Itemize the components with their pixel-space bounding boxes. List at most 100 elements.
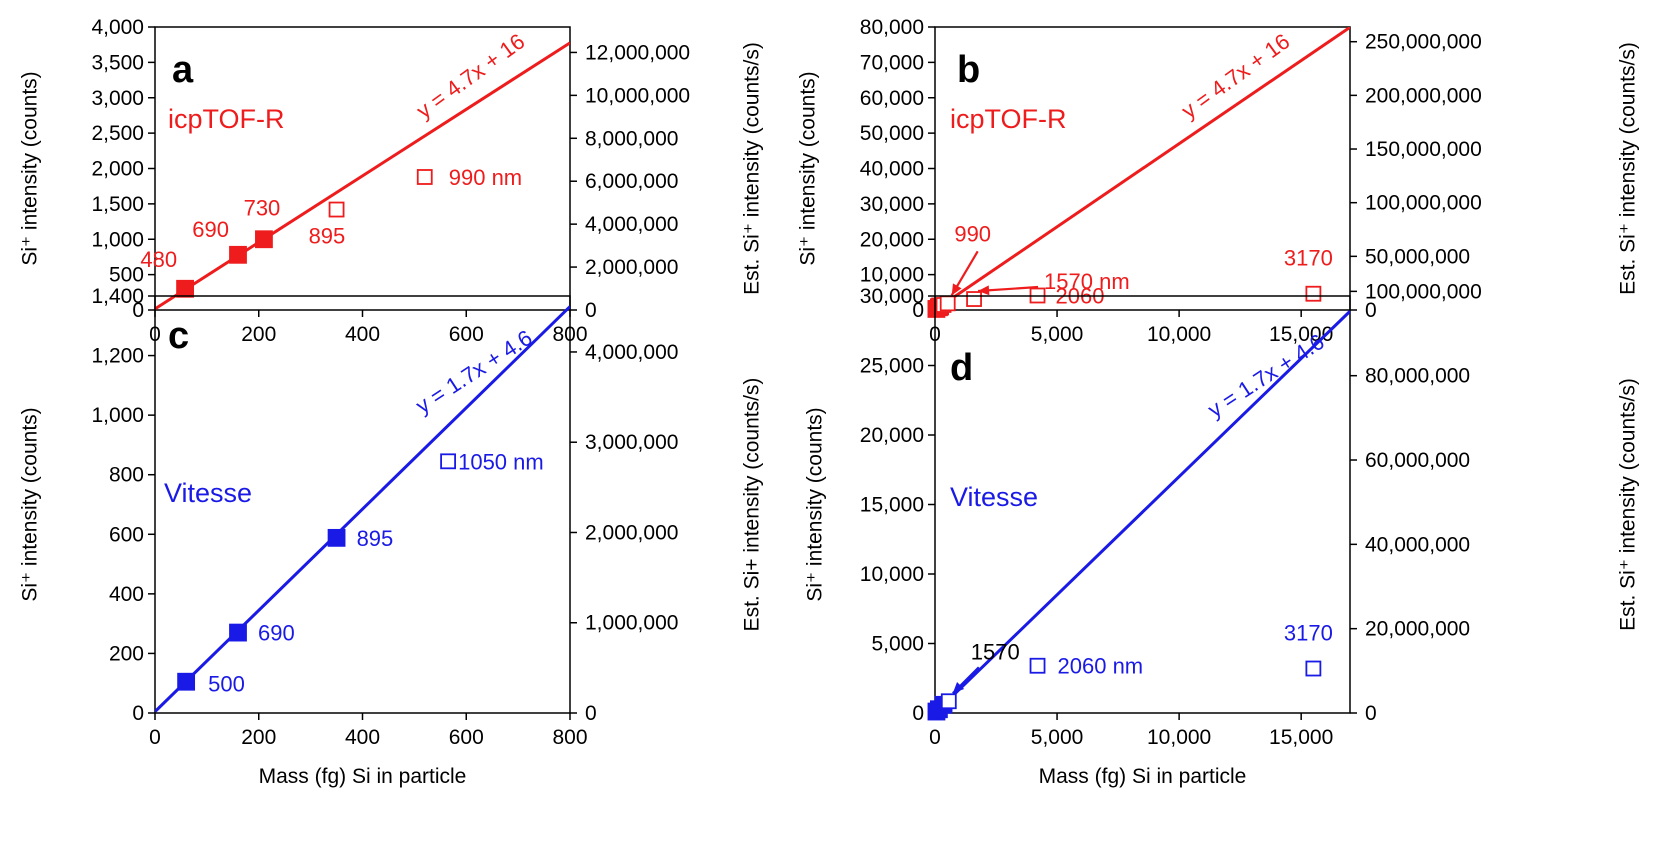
y2-tick-label: 150,000,000	[1365, 138, 1482, 161]
panel-letter: b	[957, 49, 980, 91]
y2-tick-label: 10,000,000	[585, 84, 690, 107]
y2-tick-label: 3,000,000	[585, 431, 678, 454]
point-label: 990 nm	[449, 165, 522, 190]
data-point-open	[940, 693, 957, 710]
y-tick-label: 600	[109, 523, 144, 546]
y-tick-label: 30,000	[860, 285, 924, 308]
x-tick-label: 15,000	[1269, 726, 1333, 749]
data-point-open	[416, 169, 433, 185]
x-axis-label: Mass (fg) Si in particle	[259, 765, 467, 788]
y2-tick-label: 200,000,000	[1365, 84, 1482, 107]
fit-line	[155, 41, 570, 310]
y-tick-label: 10,000	[860, 563, 924, 586]
y-tick-label: 0	[132, 702, 144, 725]
y-axis-label: Si⁺ intensity (counts)	[19, 407, 42, 601]
y-tick-label: 3,500	[91, 51, 144, 74]
data-point-open	[1305, 285, 1322, 302]
x-tick-label: 400	[345, 726, 380, 749]
y-tick-label: 500	[109, 264, 144, 287]
y-axis-label: Si⁺ intensity (counts)	[797, 71, 820, 265]
y-tick-label: 40,000	[860, 158, 924, 181]
data-point-filled	[177, 672, 196, 691]
y-tick-label: 0	[132, 299, 144, 322]
annotation-arrowhead	[978, 285, 990, 296]
instrument-name: icpTOF-R	[168, 104, 285, 134]
point-label: 3170	[1284, 246, 1333, 271]
y2-tick-label: 40,000,000	[1365, 533, 1470, 556]
x-tick-label: 200	[241, 726, 276, 749]
data-point-filled	[255, 230, 273, 249]
fit-line	[935, 310, 1350, 713]
y2-tick-label: 2,000,000	[585, 521, 678, 544]
data-point-filled	[229, 623, 247, 642]
y2-tick-label: 0	[1365, 702, 1377, 725]
x-tick-label: 200	[241, 323, 276, 346]
y-tick-label: 70,000	[860, 51, 924, 74]
point-label: 3170	[1284, 621, 1333, 646]
data-point-open	[1305, 660, 1322, 677]
point-label: 2060 nm	[1058, 654, 1144, 679]
y-tick-label: 80,000	[860, 16, 924, 39]
panel-letter: d	[950, 347, 973, 389]
x-tick-label: 600	[449, 726, 484, 749]
y-tick-label: 2,000	[91, 158, 144, 181]
fit-equation: y = 1.7x + 4.6	[1203, 329, 1328, 423]
y-tick-label: 200	[109, 642, 144, 665]
point-label: 895	[309, 224, 346, 249]
y2-tick-label: 80,000,000	[1365, 365, 1470, 388]
annotation-arrowhead	[952, 681, 965, 694]
annotation-arrowhead	[951, 283, 962, 296]
y2-tick-label: 250,000,000	[1365, 31, 1482, 54]
y2-tick-label: 2,000,000	[585, 256, 678, 279]
x-tick-label: 0	[149, 726, 161, 749]
data-point-filled	[176, 279, 194, 298]
data-point-open	[328, 201, 345, 218]
data-point-filled	[229, 245, 247, 264]
x-tick-label: 400	[345, 323, 380, 346]
instrument-name: Vitesse	[164, 478, 252, 508]
y2-tick-label: 8,000,000	[585, 127, 678, 150]
point-label: 1570 nm	[1044, 269, 1130, 294]
y2-tick-label: 50,000,000	[1365, 245, 1470, 268]
y-tick-label: 1,400	[91, 285, 144, 308]
data-point-open	[966, 291, 982, 307]
y-tick-label: 1,000	[91, 404, 144, 427]
y-tick-label: 20,000	[860, 424, 924, 447]
y-tick-label: 4,000	[91, 16, 144, 39]
y-tick-label: 5,000	[871, 633, 924, 656]
x-tick-label: 800	[552, 726, 587, 749]
data-point-open	[440, 453, 456, 470]
y-tick-label: 800	[109, 464, 144, 487]
y-tick-label: 60,000	[860, 87, 924, 110]
y-tick-label: 1,500	[91, 193, 144, 216]
y2-tick-label: 12,000,000	[585, 41, 690, 64]
panel-d: 0 5,000 10,000 15,000 0 5,000 10,000 15,000 20,0…	[804, 280, 1640, 788]
y-axis-label: Si⁺ intensity (counts)	[19, 71, 42, 265]
y2-tick-label: 0	[585, 299, 597, 322]
x-tick-label: 10,000	[1147, 323, 1211, 346]
y-tick-label: 30,000	[860, 193, 924, 216]
y-tick-label: 0	[912, 702, 924, 725]
point-label: 480	[140, 247, 177, 272]
y2-axis-label: Est. Si⁺ intensity (counts/s)	[741, 42, 764, 295]
y-tick-label: 50,000	[860, 122, 924, 145]
panel-c: 0 200 400 600 80002004006008001,0001,2001,40…	[19, 285, 764, 788]
x-tick-label: 15,000	[1269, 323, 1333, 346]
y-tick-label: 25,000	[860, 355, 924, 378]
y2-tick-label: 4,000,000	[585, 341, 678, 364]
y2-tick-label: 6,000,000	[585, 170, 678, 193]
y-tick-label: 1,000	[91, 228, 144, 251]
data-point-open	[1029, 657, 1046, 674]
y-axis-label: Si⁺ intensity (counts)	[804, 407, 827, 601]
panel-letter: c	[168, 315, 189, 357]
y-tick-label: 0	[912, 299, 924, 322]
x-axis-label: Mass (fg) Si in particle	[1039, 765, 1247, 788]
y2-tick-label: 20,000,000	[1365, 618, 1470, 641]
y2-tick-label: 4,000,000	[585, 213, 678, 236]
y2-tick-label: 0	[1365, 299, 1377, 322]
x-tick-label: 0	[929, 726, 941, 749]
instrument-name: Vitesse	[950, 482, 1038, 512]
point-label: 1570	[971, 639, 1020, 664]
y2-tick-label: 100,000,000	[1365, 280, 1482, 303]
y2-axis-label: Est. Si+ intensity (counts/s)	[741, 378, 764, 632]
